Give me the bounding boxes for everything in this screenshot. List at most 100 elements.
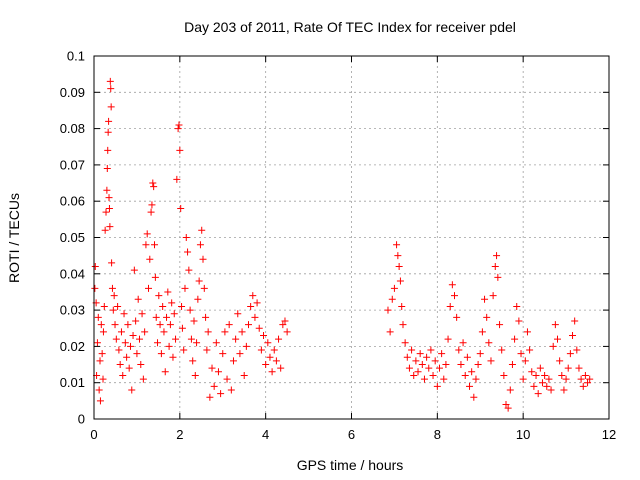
data-point (266, 353, 274, 361)
data-point (543, 382, 551, 390)
data-point (457, 361, 465, 369)
data-point (105, 194, 113, 202)
data-point (435, 364, 443, 372)
data-point (459, 339, 467, 347)
data-point (177, 204, 185, 212)
data-point (98, 350, 106, 358)
data-point (99, 375, 107, 383)
data-point (279, 321, 287, 329)
data-point (100, 302, 108, 310)
data-point (470, 393, 478, 401)
data-point (461, 371, 469, 379)
data-point (476, 350, 484, 358)
y-tick-label: 0.01 (60, 375, 85, 390)
data-point (245, 321, 252, 329)
data-point (453, 313, 461, 321)
data-point (190, 317, 198, 325)
data-point (433, 382, 441, 390)
data-point (549, 342, 557, 350)
data-point (504, 404, 512, 412)
data-point (149, 179, 157, 187)
data-point (133, 350, 141, 358)
data-point (200, 284, 208, 292)
data-point (425, 364, 433, 372)
data-point (558, 371, 566, 379)
data-point (474, 361, 482, 369)
data-point (283, 328, 291, 336)
data-point (538, 379, 546, 387)
data-point (105, 117, 113, 125)
data-point (223, 375, 231, 383)
data-point (262, 361, 270, 369)
data-point (196, 241, 204, 249)
data-point (526, 346, 534, 354)
data-point (466, 382, 474, 390)
data-point (431, 357, 439, 365)
data-point (275, 335, 283, 343)
data-point (148, 201, 156, 209)
data-point (429, 371, 437, 379)
data-point (155, 292, 163, 300)
data-point (517, 350, 525, 358)
data-point (91, 263, 99, 271)
data-point (556, 357, 564, 365)
data-point (564, 364, 572, 372)
data-point (390, 284, 398, 292)
data-point (195, 277, 203, 285)
data-point (554, 335, 561, 343)
y-tick-label: 0 (78, 412, 85, 427)
data-point (242, 342, 250, 350)
data-point (185, 266, 193, 274)
data-point (236, 350, 244, 358)
data-point (159, 302, 167, 310)
data-point (186, 306, 194, 314)
data-point (451, 292, 458, 300)
data-point (489, 292, 497, 300)
data-point (579, 382, 587, 390)
roti-data-points (91, 77, 594, 412)
data-point (91, 284, 99, 292)
data-point (257, 346, 265, 354)
data-point (126, 342, 134, 350)
data-point (208, 364, 216, 372)
data-point (99, 328, 107, 336)
data-point (95, 386, 103, 394)
data-point (217, 390, 225, 398)
x-tick-label: 4 (262, 427, 269, 442)
x-tick-label: 6 (348, 427, 355, 442)
data-point (203, 346, 211, 354)
data-point (105, 204, 113, 212)
data-point (184, 248, 192, 256)
data-point (121, 339, 129, 347)
data-point (137, 361, 145, 369)
data-point (221, 328, 229, 336)
data-point (103, 186, 111, 194)
data-point (412, 357, 420, 365)
data-point (396, 277, 404, 285)
data-point (198, 226, 206, 234)
data-point (120, 310, 128, 318)
data-point (97, 321, 105, 329)
data-point (212, 339, 220, 347)
data-point (194, 295, 202, 303)
data-point (405, 364, 413, 372)
data-point (176, 146, 184, 154)
data-point (423, 353, 431, 361)
data-point (108, 259, 116, 267)
data-point (170, 310, 178, 318)
data-point (438, 350, 446, 358)
data-point (210, 382, 218, 390)
data-point (128, 386, 136, 394)
data-point (145, 284, 153, 292)
y-tick-label: 0.09 (60, 85, 85, 100)
data-point (214, 368, 222, 376)
data-point (199, 255, 207, 263)
data-point (175, 121, 183, 129)
data-point (164, 288, 172, 296)
data-point (219, 350, 227, 358)
data-point (506, 386, 514, 394)
data-point (161, 368, 169, 376)
data-point (260, 332, 268, 340)
data-point (111, 321, 119, 329)
data-point (193, 339, 201, 347)
